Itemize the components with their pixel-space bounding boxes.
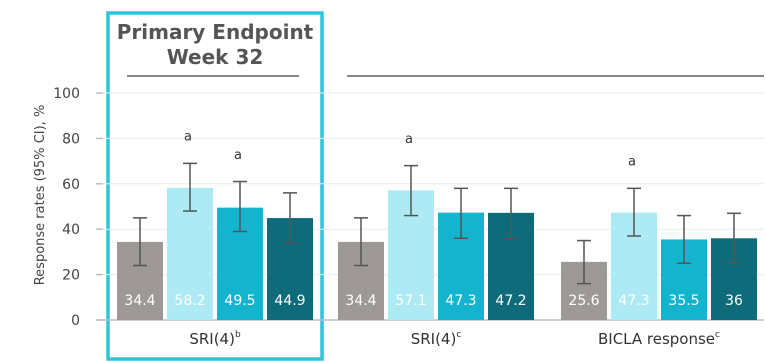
group-label: SRI(4)c (411, 330, 462, 348)
group-label-superscript: b (235, 330, 241, 340)
group-label: SRI(4)b (189, 330, 241, 348)
data-label: 47.3 (445, 293, 476, 309)
significance-annotation: a (234, 148, 242, 163)
significance-annotation: a (405, 132, 413, 147)
significance-annotation: a (628, 155, 636, 170)
highlight-box (106, 11, 324, 361)
y-axis-label: Response rates (95% CI), % (33, 105, 48, 286)
group-label-superscript: c (456, 330, 461, 340)
y-tick-label: 40 (62, 222, 80, 238)
y-tick-label: 100 (53, 86, 80, 102)
data-label: 34.4 (124, 293, 155, 309)
data-label: 47.3 (618, 293, 649, 309)
group-label: BICLA responsec (598, 330, 720, 348)
data-label: 47.2 (495, 293, 526, 309)
y-axis-ticks: 0 20 40 60 80 100 (53, 86, 103, 329)
significance-annotation: a (184, 130, 192, 145)
data-label: 34.4 (345, 293, 376, 309)
data-label: 36 (725, 293, 743, 309)
data-label: 25.6 (568, 293, 599, 309)
bars-layer: 34.4 58.2 a 49.5 a 44.9 34.4 57.1 a 47.3 47.2 25.6 4… (117, 130, 757, 320)
data-label: 35.5 (668, 293, 699, 309)
y-tick-label: 80 (62, 131, 80, 147)
data-label: 44.9 (274, 293, 305, 309)
data-label: 57.1 (395, 293, 426, 309)
data-label: 49.5 (224, 293, 255, 309)
highlight-title-line2: Week 32 (167, 45, 264, 69)
group-labels: SRI(4)b SRI(4)c BICLA responsec (189, 330, 720, 348)
highlight-title-line1: Primary Endpoint (117, 20, 314, 44)
y-tick-label: 0 (71, 313, 80, 329)
y-tick-label: 20 (62, 268, 80, 284)
data-label: 58.2 (174, 293, 205, 309)
y-tick-label: 60 (62, 177, 80, 193)
group-label-superscript: c (715, 330, 720, 340)
